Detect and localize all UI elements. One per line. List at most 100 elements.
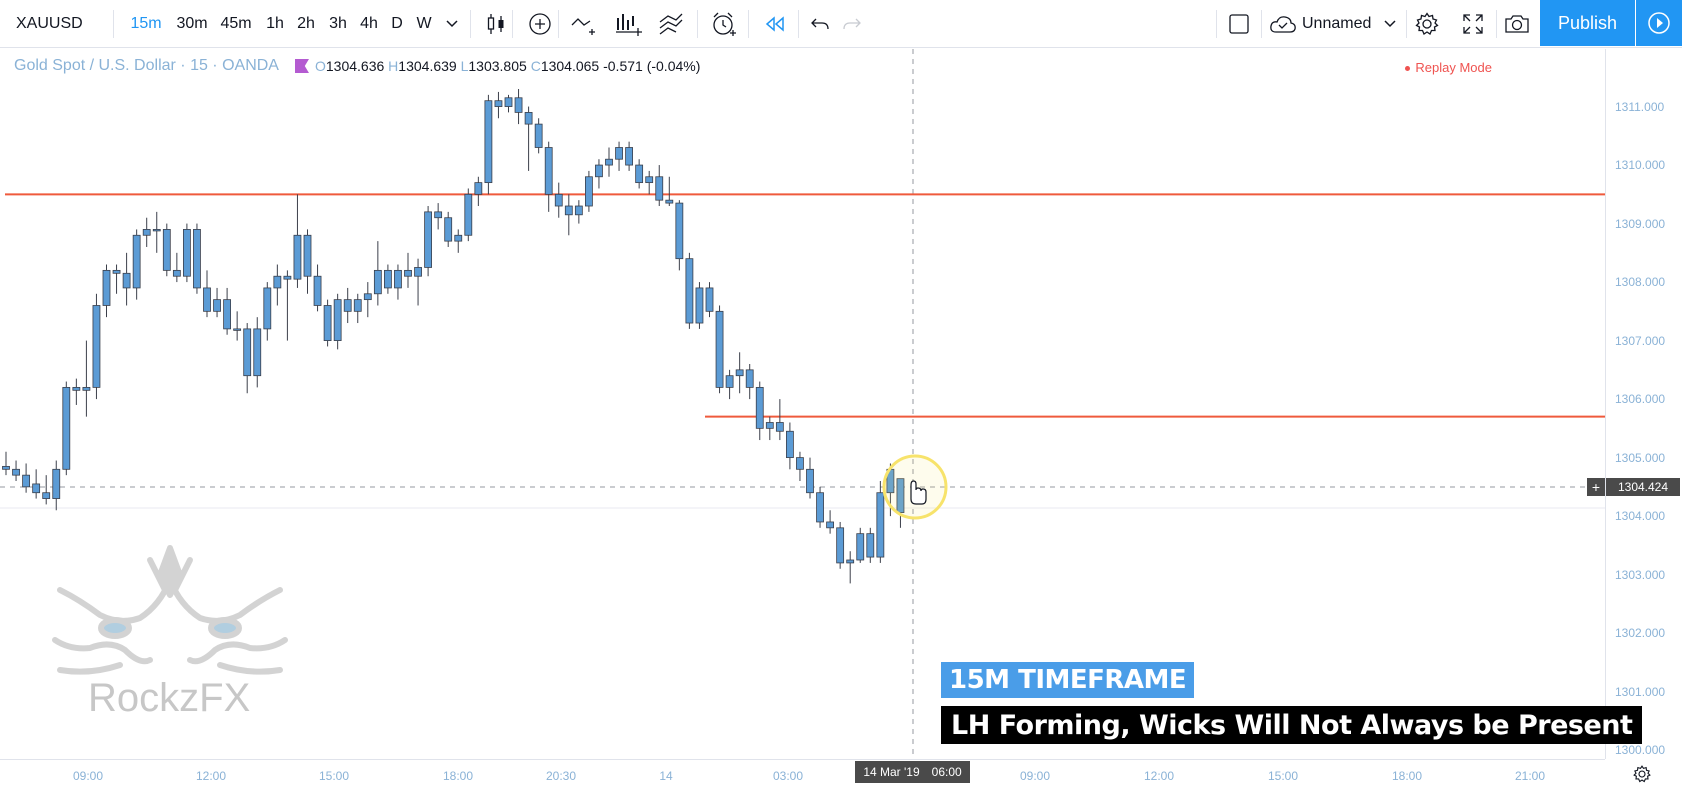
candle-body bbox=[876, 492, 885, 558]
candle-body bbox=[82, 386, 91, 391]
candle-body bbox=[625, 147, 633, 166]
replay-icon[interactable] bbox=[753, 0, 797, 48]
open-key: O bbox=[314, 58, 326, 74]
price-axis[interactable] bbox=[1605, 49, 1682, 759]
hand-cursor-icon bbox=[910, 480, 927, 505]
timeframe-d[interactable]: D bbox=[391, 15, 403, 32]
candle bbox=[42, 475, 51, 505]
price-axis-label: 1307.000 bbox=[1615, 333, 1666, 348]
camera-icon[interactable] bbox=[1495, 0, 1539, 48]
open-value: 1304.636 bbox=[325, 58, 385, 74]
timeframe-1h[interactable]: 1h bbox=[266, 15, 284, 32]
candle-body bbox=[494, 100, 503, 107]
divider bbox=[697, 10, 698, 38]
candle-body bbox=[383, 269, 392, 289]
symbol-title[interactable]: Gold Spot / U.S. Dollar · 15 · OANDA bbox=[14, 57, 279, 74]
timeframe-15m[interactable]: 15m bbox=[130, 15, 162, 32]
compare-icon[interactable] bbox=[563, 0, 607, 48]
candle bbox=[273, 264, 282, 306]
candle bbox=[856, 527, 865, 563]
layout-name[interactable]: Unnamed bbox=[1302, 15, 1372, 32]
cursor-time: 06:00 bbox=[931, 765, 962, 779]
candle-body bbox=[595, 164, 603, 178]
cursor-time-tag: 14 Mar '19 06:00 bbox=[855, 761, 970, 783]
candle bbox=[22, 463, 31, 493]
candle-body bbox=[172, 269, 181, 277]
candle bbox=[152, 211, 161, 253]
candle-body bbox=[62, 386, 71, 470]
divider bbox=[470, 10, 471, 38]
candle-body bbox=[605, 158, 613, 166]
publish-button[interactable]: Publish bbox=[1540, 0, 1635, 46]
candle-body bbox=[816, 492, 824, 523]
candle bbox=[605, 147, 613, 177]
candle-body bbox=[826, 521, 834, 529]
time-axis-label: 18:00 bbox=[442, 769, 474, 783]
candle bbox=[434, 203, 443, 230]
time-axis-label: 03:00 bbox=[772, 769, 804, 783]
candle-body bbox=[544, 147, 553, 195]
record-dot-icon bbox=[1405, 66, 1411, 72]
candle bbox=[394, 264, 402, 300]
candle-body bbox=[765, 422, 774, 429]
fullscreen-square-icon[interactable] bbox=[1220, 0, 1258, 48]
gear-icon[interactable] bbox=[1404, 0, 1450, 48]
high-key: H bbox=[388, 58, 399, 74]
price-axis-label: 1304.000 bbox=[1615, 509, 1666, 524]
current-price-tag: 1304.424 bbox=[1606, 478, 1680, 496]
candle bbox=[866, 527, 875, 563]
candle-body bbox=[404, 269, 412, 277]
candle bbox=[112, 264, 121, 294]
time-axis-label: 18:00 bbox=[1391, 769, 1423, 783]
alert-icon[interactable] bbox=[702, 0, 746, 48]
time-axis[interactable] bbox=[0, 759, 1605, 796]
candle bbox=[142, 217, 151, 247]
candle-body bbox=[333, 299, 342, 341]
timeframe-4h[interactable]: 4h bbox=[360, 15, 378, 32]
chevron-down-icon[interactable] bbox=[1380, 0, 1400, 48]
candles-icon[interactable] bbox=[475, 0, 517, 48]
timeframe-2h[interactable]: 2h bbox=[297, 15, 315, 32]
templates-icon[interactable] bbox=[651, 0, 695, 48]
crosshair-plus-icon[interactable]: + bbox=[1587, 478, 1605, 496]
change-value: -0.571 (-0.04%) bbox=[603, 58, 701, 74]
candle bbox=[383, 264, 392, 294]
candle-body bbox=[474, 182, 483, 195]
candle-body bbox=[293, 234, 302, 280]
indicators-icon[interactable] bbox=[607, 0, 651, 48]
expand-icon[interactable] bbox=[1450, 0, 1496, 48]
flag-icon[interactable] bbox=[294, 59, 309, 73]
candle bbox=[253, 317, 262, 388]
cloud-save-icon bbox=[1268, 0, 1298, 48]
timeframe-3h[interactable]: 3h bbox=[329, 15, 347, 32]
candle bbox=[454, 229, 463, 253]
divider bbox=[748, 10, 749, 38]
play-icon[interactable] bbox=[1636, 0, 1682, 46]
time-axis-label: 15:00 bbox=[318, 769, 350, 783]
timeframe-w[interactable]: W bbox=[416, 15, 432, 32]
candle-body bbox=[193, 229, 201, 289]
gear-icon[interactable] bbox=[1630, 762, 1654, 786]
candle bbox=[343, 287, 352, 324]
price-axis-label: 1309.000 bbox=[1615, 216, 1666, 231]
symbol-search[interactable]: XAUUSD bbox=[16, 15, 83, 32]
chevron-down-icon[interactable] bbox=[440, 0, 464, 48]
candle bbox=[52, 460, 61, 511]
candle-body bbox=[112, 269, 121, 274]
price-axis-label: 1310.000 bbox=[1615, 158, 1666, 173]
redo-icon[interactable] bbox=[835, 0, 869, 48]
candle bbox=[745, 363, 754, 400]
time-axis-label: 12:00 bbox=[195, 769, 227, 783]
timeframe-45m[interactable]: 45m bbox=[220, 15, 252, 32]
candle-body bbox=[775, 422, 784, 432]
undo-icon[interactable] bbox=[803, 0, 837, 48]
candle bbox=[554, 182, 563, 218]
candle bbox=[625, 141, 633, 171]
chart-legend: Gold Spot / U.S. Dollar · 15 · OANDA O13… bbox=[14, 57, 700, 75]
rockzfx-logo bbox=[52, 545, 288, 675]
candle-body bbox=[615, 147, 623, 160]
divider bbox=[798, 10, 799, 38]
add-indicator-icon[interactable] bbox=[517, 0, 563, 48]
timeframe-30m[interactable]: 30m bbox=[176, 15, 208, 32]
